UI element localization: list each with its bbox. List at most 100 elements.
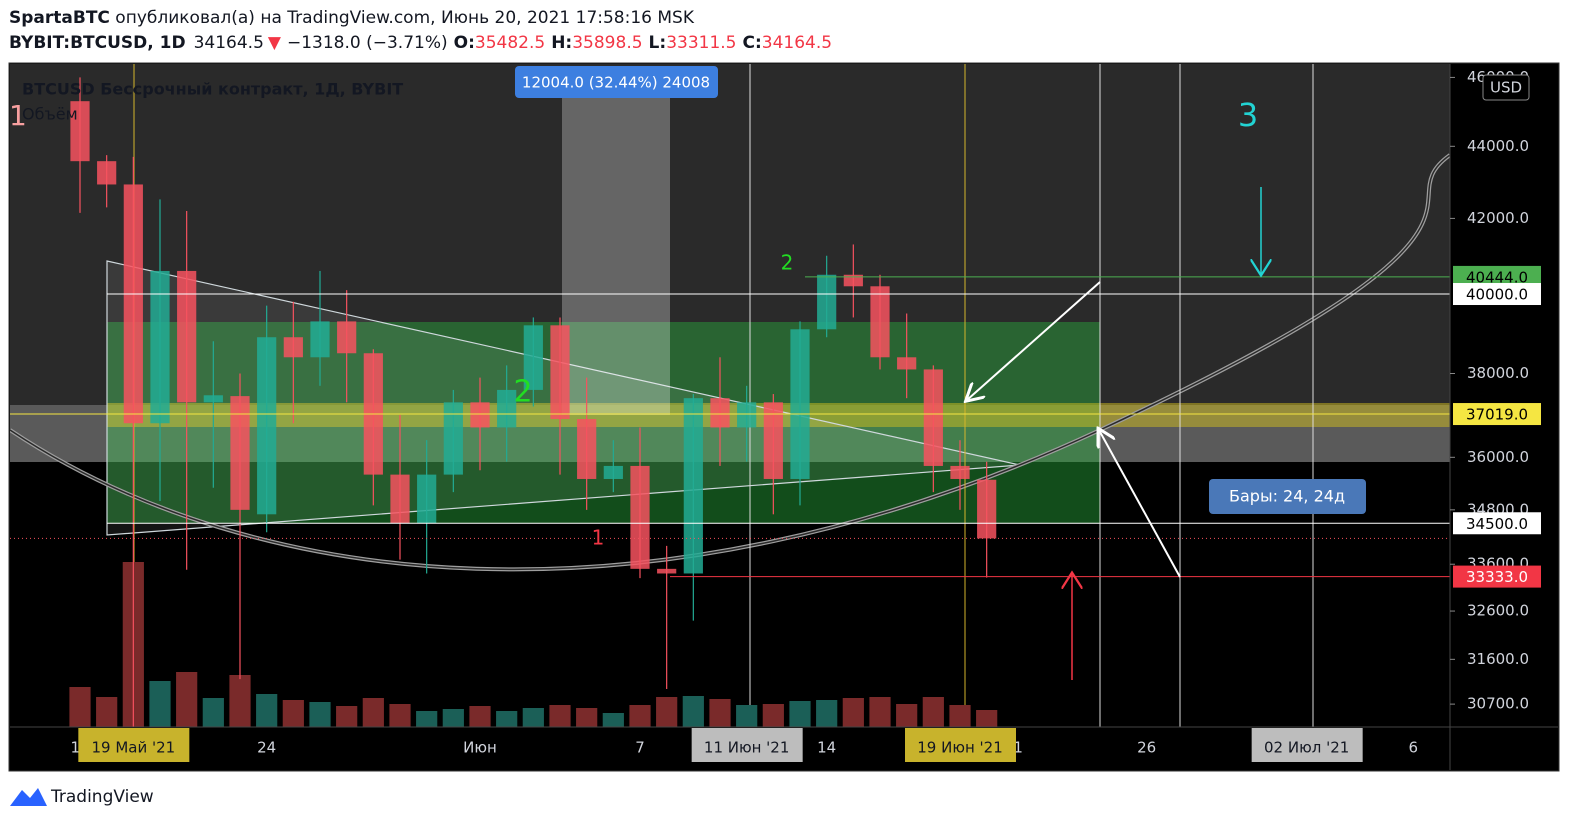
y-tick-label: 34800.0 bbox=[1467, 500, 1529, 518]
candle-body bbox=[470, 402, 490, 428]
volume-bar bbox=[709, 699, 731, 727]
candle-body bbox=[550, 325, 570, 420]
wave-label: 2 bbox=[513, 375, 532, 410]
candle-body bbox=[710, 398, 730, 428]
candle-body bbox=[417, 474, 437, 524]
candle-body bbox=[310, 321, 330, 358]
volume-bar bbox=[309, 702, 331, 727]
volume-bar bbox=[229, 675, 251, 727]
green-zone bbox=[107, 322, 1100, 523]
price-label: 37019.0 bbox=[1466, 406, 1528, 424]
x-label-box bbox=[691, 728, 803, 762]
gray-zone bbox=[10, 64, 1450, 462]
volume-bar bbox=[416, 711, 438, 727]
bars-label: Бары: 24, 24д bbox=[1229, 487, 1345, 506]
bars-label-box bbox=[1209, 479, 1366, 514]
candle-body bbox=[603, 465, 623, 479]
price-label: 34500.0 bbox=[1466, 515, 1528, 533]
y-tick-label: 46000.0 bbox=[1467, 68, 1529, 86]
volume-bar bbox=[762, 704, 784, 727]
wave-label: 1 bbox=[592, 526, 605, 550]
candle-body bbox=[843, 274, 863, 287]
volume-bar bbox=[96, 697, 118, 727]
volume-bar bbox=[602, 713, 624, 727]
price-label-box bbox=[1453, 403, 1541, 426]
x-tick-label: 11 Июн '21 bbox=[704, 739, 790, 757]
candle-body bbox=[790, 329, 810, 479]
candle-body bbox=[150, 270, 170, 424]
y-tick-label: 33600.0 bbox=[1467, 555, 1529, 573]
candle-body bbox=[577, 419, 597, 479]
price-label-box bbox=[1453, 565, 1541, 588]
published: опубликовал(а) на TradingView.com, Июнь … bbox=[110, 8, 695, 28]
candle-body bbox=[283, 337, 303, 358]
candle-body bbox=[123, 184, 143, 424]
price-label-box bbox=[1453, 265, 1541, 288]
x-tick-label: 19 Июн '21 bbox=[917, 739, 1003, 757]
candle-body bbox=[177, 270, 197, 403]
ohlc-key: L: bbox=[649, 33, 667, 53]
author: SpartaBTC bbox=[9, 8, 110, 28]
volume-bar bbox=[442, 709, 464, 727]
candle-body bbox=[737, 402, 757, 428]
price-axis bbox=[1450, 64, 1558, 727]
candle-body bbox=[443, 402, 463, 475]
volume-bar bbox=[282, 700, 304, 727]
candle-body bbox=[657, 568, 677, 574]
currency: USD bbox=[1490, 79, 1522, 97]
price-lines bbox=[10, 276, 1450, 578]
volume-bar bbox=[389, 704, 411, 727]
symbol: BYBIT:BTCUSD, 1D bbox=[9, 33, 186, 53]
x-tick-label: 21 bbox=[1004, 739, 1023, 757]
chart-background bbox=[8, 62, 1560, 772]
measure-label-box bbox=[515, 66, 718, 98]
wave-label: 1 bbox=[9, 99, 27, 132]
price-label: 33333.0 bbox=[1466, 568, 1528, 586]
arc-inner bbox=[10, 154, 1450, 571]
ohlc-key: C: bbox=[743, 33, 762, 53]
x-tick-label: Июн bbox=[463, 739, 497, 757]
currency-box bbox=[1482, 74, 1530, 101]
candle-body bbox=[337, 321, 357, 354]
volume bbox=[69, 562, 998, 727]
candle-body bbox=[363, 353, 383, 475]
candle-body bbox=[950, 465, 970, 479]
candle-body bbox=[257, 337, 277, 515]
y-tick-label: 42000.0 bbox=[1467, 209, 1529, 227]
arrow bbox=[967, 281, 1101, 400]
x-tick-label: 17 bbox=[70, 739, 89, 757]
x-tick-label: 02 Июл '21 bbox=[1264, 739, 1349, 757]
price-label-box bbox=[1453, 512, 1541, 535]
candle-body bbox=[630, 465, 650, 569]
header: SpartaBTC опубликовал(а) на TradingView.… bbox=[9, 8, 832, 53]
volume-bar bbox=[922, 697, 944, 727]
x-tick-label: 24 bbox=[257, 739, 276, 757]
x-tick-label: 14 bbox=[817, 739, 836, 757]
volume-bar bbox=[976, 710, 998, 727]
volume-bar bbox=[549, 705, 571, 727]
volume-bar bbox=[789, 701, 811, 727]
arrow: ▼ bbox=[268, 33, 282, 53]
volume-bar bbox=[949, 705, 971, 727]
brand: TradingView bbox=[50, 787, 154, 807]
y-tick-label: 44000.0 bbox=[1467, 137, 1529, 155]
candle-body bbox=[763, 402, 783, 479]
candle-body bbox=[817, 274, 837, 330]
measure-label: 12004.0 (32.44%) 24008 bbox=[522, 74, 710, 92]
price-label-box bbox=[1453, 283, 1541, 306]
x-label-box bbox=[905, 728, 1016, 762]
volume-bar bbox=[576, 708, 598, 727]
candle-body bbox=[390, 474, 410, 524]
ohlc-value: 33311.5 bbox=[666, 33, 736, 53]
legend-volume: Объём bbox=[22, 105, 78, 124]
y-axis: 46000.0 44000.0 42000.0 38000.0 36000.0 34800… bbox=[1450, 68, 1529, 713]
volume-bar bbox=[149, 681, 171, 727]
wave-label: 2 bbox=[781, 251, 794, 275]
wave-label: 3 bbox=[1238, 96, 1258, 134]
yellow-band bbox=[107, 403, 1450, 427]
volume-bar bbox=[496, 711, 518, 727]
x-tick-label: 6 bbox=[1409, 739, 1419, 757]
candle-body bbox=[977, 479, 997, 539]
gray-band bbox=[10, 405, 1450, 462]
